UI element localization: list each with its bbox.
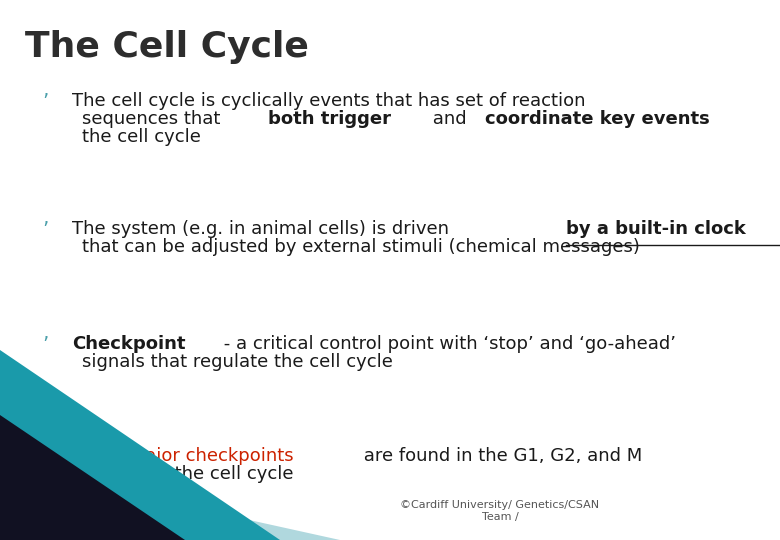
Text: The system (e.g. in animal cells) is driven: The system (e.g. in animal cells) is dri… (72, 220, 455, 238)
Text: in: in (775, 110, 780, 128)
Text: sequences that: sequences that (82, 110, 226, 128)
Polygon shape (0, 465, 340, 540)
Text: both trigger: both trigger (268, 110, 391, 128)
Text: the cell cycle: the cell cycle (82, 128, 201, 146)
Text: that can be adjusted by external stimuli (chemical messages): that can be adjusted by external stimuli… (82, 238, 640, 256)
Text: - a critical control point with ‘stop’ and ‘go-ahead’: - a critical control point with ‘stop’ a… (218, 335, 676, 353)
Text: Checkpoint: Checkpoint (72, 335, 186, 353)
Polygon shape (0, 415, 185, 540)
Text: ’: ’ (42, 220, 48, 239)
Text: phases of the cell cycle: phases of the cell cycle (82, 465, 293, 483)
Text: Three Major checkpoints: Three Major checkpoints (72, 447, 293, 465)
Text: by a built-in clock: by a built-in clock (566, 220, 746, 238)
Polygon shape (0, 350, 280, 540)
Text: ’: ’ (42, 447, 48, 466)
Text: coordinate key events: coordinate key events (485, 110, 710, 128)
Text: The Cell Cycle: The Cell Cycle (25, 30, 309, 64)
Text: ’: ’ (42, 335, 48, 354)
Text: signals that regulate the cell cycle: signals that regulate the cell cycle (82, 353, 393, 371)
Text: The cell cycle is cyclically events that has set of reaction: The cell cycle is cyclically events that… (72, 92, 586, 110)
Text: and: and (427, 110, 472, 128)
Text: are found in the G1, G2, and M: are found in the G1, G2, and M (358, 447, 642, 465)
Text: ’: ’ (42, 92, 48, 111)
Text: ©Cardiff University/ Genetics/CSAN
Team /: ©Cardiff University/ Genetics/CSAN Team … (400, 501, 600, 522)
